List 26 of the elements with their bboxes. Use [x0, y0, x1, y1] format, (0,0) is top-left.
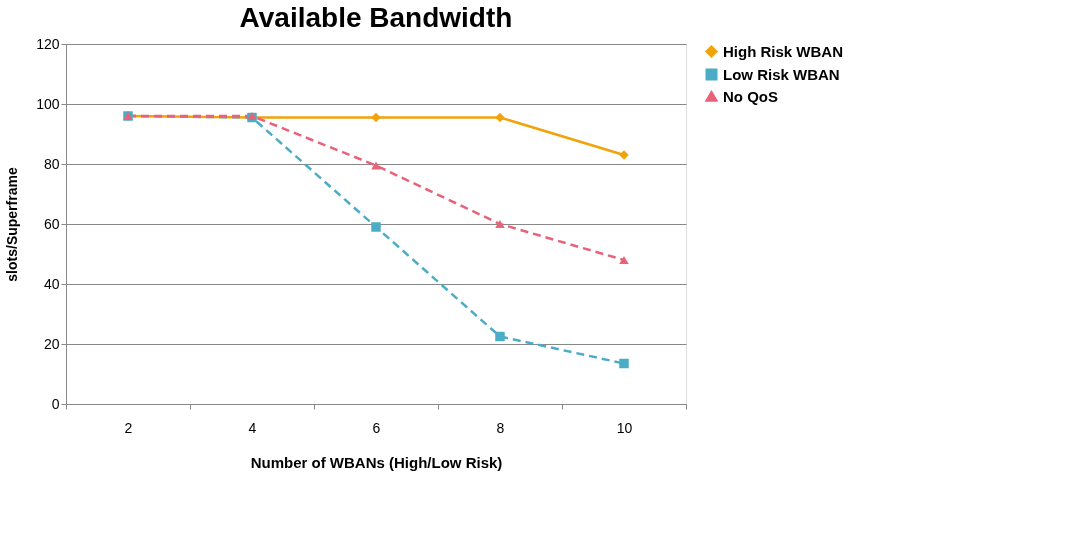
x-tick-label: 4	[248, 419, 257, 436]
x-tick-label: 10	[616, 419, 633, 436]
x-tick-label: 6	[372, 419, 381, 436]
legend-label: No QoS	[723, 87, 778, 105]
point	[495, 219, 505, 229]
y-tick-label: 80	[43, 155, 60, 172]
x-tick-label: 8	[496, 419, 505, 436]
x-tick-label: 2	[124, 419, 133, 436]
point	[371, 112, 381, 123]
y-tick-label: 120	[36, 35, 60, 52]
point	[495, 331, 505, 342]
point	[619, 255, 629, 265]
y-axis-title: slots/Superframe	[4, 167, 21, 282]
point	[619, 358, 629, 369]
legend-label: Low Risk WBAN	[723, 65, 840, 83]
legend-label: High Risk WBAN	[723, 42, 843, 60]
point	[371, 222, 381, 232]
y-tick-label: 40	[43, 275, 60, 292]
y-tick-label: 20	[43, 335, 60, 352]
chart-title: Available Bandwidth	[239, 2, 513, 33]
point	[495, 112, 505, 123]
y-tick-label: 0	[51, 395, 60, 412]
y-tick-label: 100	[36, 95, 60, 112]
x-axis-title: Number of WBANs (High/Low Risk)	[250, 453, 503, 471]
y-tick-label: 60	[43, 215, 60, 232]
point	[371, 161, 381, 170]
